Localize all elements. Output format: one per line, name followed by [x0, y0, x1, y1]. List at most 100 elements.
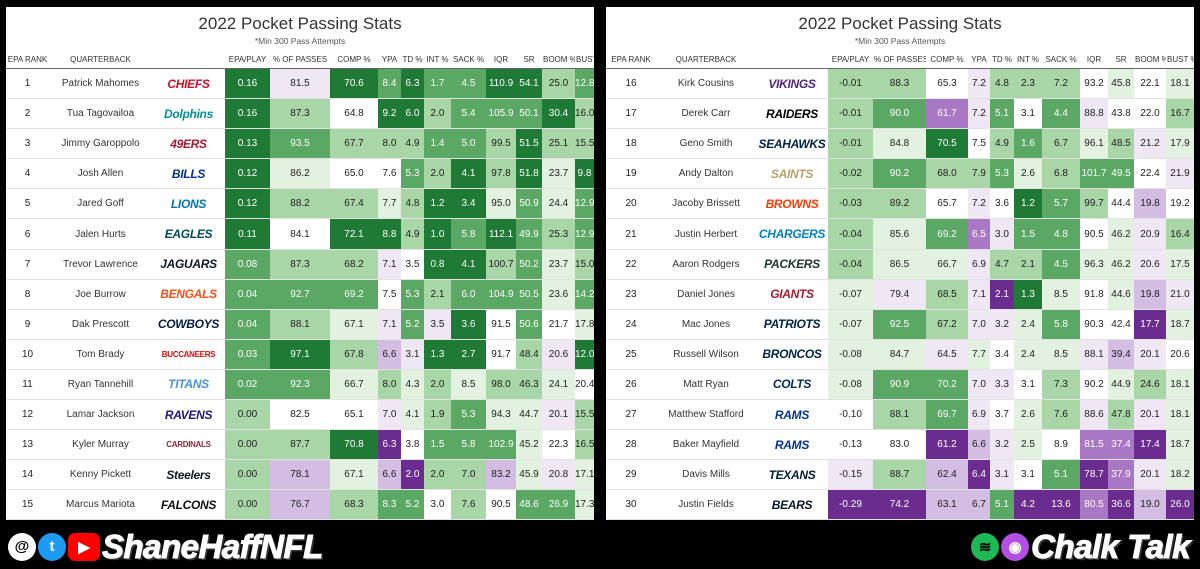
table-row: 28 Baker Mayfield RAMS -0.13 83.0 61.2 6.6 3.2 2…: [606, 429, 1194, 461]
stat-cell: 21.7: [542, 309, 575, 340]
stat-cell: 18.2: [1166, 459, 1194, 491]
stat-cell: 98.0: [486, 369, 516, 401]
stat-cell: 20.9: [1134, 218, 1166, 250]
stat-cell: 7.1: [378, 309, 401, 340]
stat-cell: 81.5: [270, 68, 330, 100]
stat-cell: 93.5: [270, 128, 330, 160]
stat-cell: 1.5: [1014, 218, 1042, 250]
stat-cell: 21.9: [1166, 158, 1194, 190]
stat-cell: 51.5: [516, 128, 542, 160]
stat-cell: 45.2: [516, 429, 542, 461]
stat-cell: 4.1: [401, 399, 424, 431]
column-header: SR: [1108, 51, 1134, 69]
team-logo: GIANTS: [756, 279, 828, 310]
stat-cell: 17.8: [575, 309, 594, 340]
quarterback-name: Jalen Hurts: [49, 218, 152, 250]
stat-cell: 0.00: [225, 489, 270, 520]
team-logo: BEARS: [756, 489, 828, 520]
youtube-icon[interactable]: ▶: [68, 532, 100, 561]
panel-subtitle: *Min 300 Pass Attempts: [854, 36, 946, 46]
stat-cell: 18.1: [1166, 399, 1194, 431]
stat-cell: 3.1: [1014, 98, 1042, 130]
stat-cell: 5.3: [401, 279, 424, 310]
stat-cell: 2.0: [424, 98, 451, 130]
table-row: 29 Davis Mills TEXANS -0.15 88.7 62.4 6.4 3.1 3.…: [606, 459, 1194, 491]
stat-cell: 44.6: [1108, 279, 1134, 310]
stat-cell: 26.9: [542, 489, 575, 520]
stat-cell: -0.10: [828, 399, 873, 431]
stat-cell: 67.1: [330, 459, 378, 491]
epa-rank: 4: [6, 158, 49, 190]
epa-rank: 20: [606, 188, 656, 220]
stat-cell: 3.4: [451, 188, 486, 220]
team-logo: JAGUARS: [152, 249, 225, 280]
stat-cell: 2.1: [990, 279, 1014, 310]
stat-cell: 6.9: [968, 399, 990, 431]
quarterback-name: Trevor Lawrence: [49, 249, 152, 280]
stat-cell: 18.1: [1166, 369, 1194, 401]
stat-cell: 6.0: [401, 98, 424, 130]
stat-cell: -0.04: [828, 249, 873, 280]
stat-cell: 6.4: [968, 459, 990, 491]
stat-cell: 19.2: [1166, 188, 1194, 220]
podcast-icon[interactable]: ◉: [1001, 532, 1030, 561]
stat-cell: 24.6: [1134, 369, 1166, 401]
table-row: 23 Daniel Jones GIANTS -0.07 79.4 68.5 7.1 2.1 1…: [606, 279, 1194, 310]
stat-cell: 44.7: [516, 399, 542, 431]
table-body: 1 Patrick Mahomes CHIEFS 0.16 81.5 70.6 8.4 6.3…: [6, 68, 594, 520]
stat-cell: 12.0: [575, 339, 594, 370]
stat-cell: 3.1: [1014, 459, 1042, 491]
stat-cell: 67.1: [330, 309, 378, 340]
stat-cell: 7.2: [968, 188, 990, 220]
stat-cell: 42.4: [1108, 309, 1134, 340]
stat-cell: 5.1: [990, 489, 1014, 520]
stat-cell: 46.2: [1108, 218, 1134, 250]
stat-cell: 63.1: [926, 489, 968, 520]
stat-cell: 3.1: [990, 459, 1014, 491]
stat-cell: 16.4: [1166, 218, 1194, 250]
stat-cell: 1.7: [424, 68, 451, 100]
stat-cell: 100.7: [486, 249, 516, 280]
stat-cell: 8.5: [451, 369, 486, 401]
epa-rank: 9: [6, 309, 49, 340]
stat-cell: 15.5: [575, 128, 594, 160]
table-row: 2 Tua Tagovailoa Dolphins 0.16 87.3 64.8 9.2 6.…: [6, 98, 594, 130]
stat-cell: 3.4: [990, 339, 1014, 370]
stat-cell: 3.6: [451, 309, 486, 340]
table-body: 16 Kirk Cousins VIKINGS -0.01 88.3 65.3 7.2 4.8…: [606, 68, 1194, 520]
stat-cell: 4.8: [401, 188, 424, 220]
stat-cell: 96.3: [1080, 249, 1108, 280]
table-row: 26 Matt Ryan COLTS -0.08 90.9 70.2 7.0 3.3 3.1 7.…: [606, 369, 1194, 401]
stat-cell: 90.9: [873, 369, 926, 401]
column-header: EPA RANK: [606, 51, 656, 69]
stat-cell: 67.4: [330, 188, 378, 220]
epa-rank: 12: [6, 399, 49, 431]
epa-rank: 26: [606, 369, 656, 401]
stat-cell: 0.12: [225, 188, 270, 220]
twitter-icon[interactable]: t: [38, 532, 66, 561]
stat-cell: 20.1: [542, 399, 575, 431]
stat-cell: 7.3: [1042, 369, 1080, 401]
epa-rank: 3: [6, 128, 49, 160]
column-header: EPA RANK: [6, 51, 49, 69]
quarterback-name: Davis Mills: [656, 459, 756, 491]
stat-cell: 16.5: [575, 429, 594, 461]
stat-cell: 5.8: [451, 218, 486, 250]
stat-cell: 7.5: [378, 279, 401, 310]
stat-cell: 90.2: [1080, 369, 1108, 401]
spotify-icon[interactable]: ≋: [971, 532, 1000, 561]
stat-cell: 7.0: [378, 399, 401, 431]
stat-cell: 49.9: [516, 218, 542, 250]
stat-cell: 45.8: [1108, 68, 1134, 100]
stat-cell: 89.2: [873, 188, 926, 220]
stat-cell: 46.2: [1108, 249, 1134, 280]
stat-cell: 87.3: [270, 249, 330, 280]
stat-cell: 7.2: [1042, 68, 1080, 100]
stat-cell: 17.3: [575, 489, 594, 520]
threads-icon[interactable]: @: [8, 532, 36, 561]
stat-cell: 7.9: [968, 158, 990, 190]
stat-cell: -0.01: [828, 68, 873, 100]
stat-cell: 6.6: [968, 429, 990, 461]
stat-cell: 8.5: [1042, 279, 1080, 310]
stat-cell: 44.4: [1108, 188, 1134, 220]
